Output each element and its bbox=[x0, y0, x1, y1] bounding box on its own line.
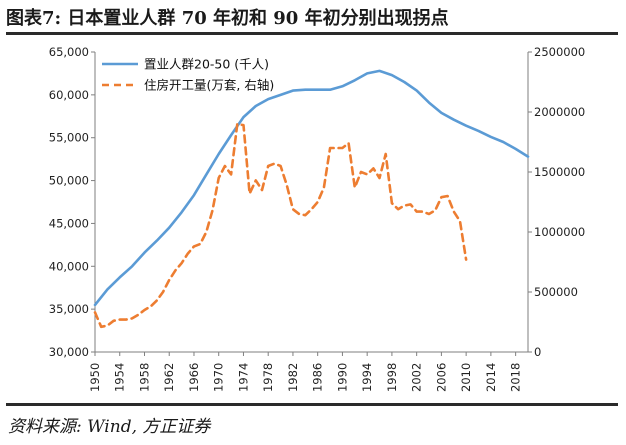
chart-axes: 30,000 35,000 40,000 45,000 50,000 55,000 60,0… bbox=[49, 45, 585, 392]
x-tick-label: 1986 bbox=[311, 363, 325, 392]
x-tick-label: 1974 bbox=[236, 363, 250, 392]
left-tick-label: 30,000 bbox=[49, 345, 89, 359]
right-tick-label: 500000 bbox=[534, 285, 578, 299]
series-line-1 bbox=[93, 69, 530, 307]
x-tick-label: 1970 bbox=[212, 363, 226, 392]
series-line-2 bbox=[93, 122, 468, 329]
right-tick-label: 2000000 bbox=[534, 105, 585, 119]
left-tick-label: 45,000 bbox=[49, 216, 89, 230]
x-tick-label: 1950 bbox=[88, 363, 102, 392]
right-tick-label: 2500000 bbox=[534, 45, 585, 59]
left-tick-label: 65,000 bbox=[49, 45, 89, 59]
x-tick-label: 1982 bbox=[286, 363, 300, 392]
source-divider bbox=[6, 403, 618, 406]
left-tick-label: 35,000 bbox=[49, 302, 89, 316]
x-tick-label: 2002 bbox=[410, 363, 424, 392]
right-tick-label: 0 bbox=[534, 345, 541, 359]
x-tick-label: 1958 bbox=[137, 363, 151, 392]
legend-label-2: 住房开工量(万套, 右轴) bbox=[144, 78, 274, 93]
left-tick-label: 60,000 bbox=[49, 88, 89, 102]
left-tick-label: 40,000 bbox=[49, 259, 89, 273]
left-tick-label: 50,000 bbox=[49, 174, 89, 188]
right-tick-label: 1500000 bbox=[534, 165, 585, 179]
source-note: 资料来源: Wind, 方正证券 bbox=[8, 417, 211, 437]
chart-series bbox=[93, 69, 530, 329]
x-tick-label: 1954 bbox=[113, 363, 127, 392]
left-tick-label: 55,000 bbox=[49, 131, 89, 145]
x-tick-label: 2014 bbox=[484, 363, 498, 392]
x-tick-label: 1994 bbox=[360, 363, 374, 392]
x-tick-label: 1962 bbox=[162, 363, 176, 392]
chart-legend: 置业人群20-50 (千人) 住房开工量(万套, 右轴) bbox=[102, 57, 274, 93]
right-tick-label: 1000000 bbox=[534, 225, 585, 239]
x-tick-label: 2006 bbox=[434, 363, 448, 392]
x-tick-label: 1978 bbox=[261, 363, 275, 392]
x-tick-label: 1966 bbox=[187, 363, 201, 392]
x-tick-label: 2018 bbox=[509, 363, 523, 392]
x-tick-label: 2010 bbox=[459, 363, 473, 392]
legend-label-1: 置业人群20-50 (千人) bbox=[144, 57, 269, 72]
title-divider bbox=[6, 32, 618, 35]
x-tick-label: 1990 bbox=[335, 363, 349, 392]
x-tick-label: 1998 bbox=[385, 363, 399, 392]
figure-title: 图表7: 日本置业人群 70 年初和 90 年初分别出现拐点 bbox=[6, 8, 449, 29]
